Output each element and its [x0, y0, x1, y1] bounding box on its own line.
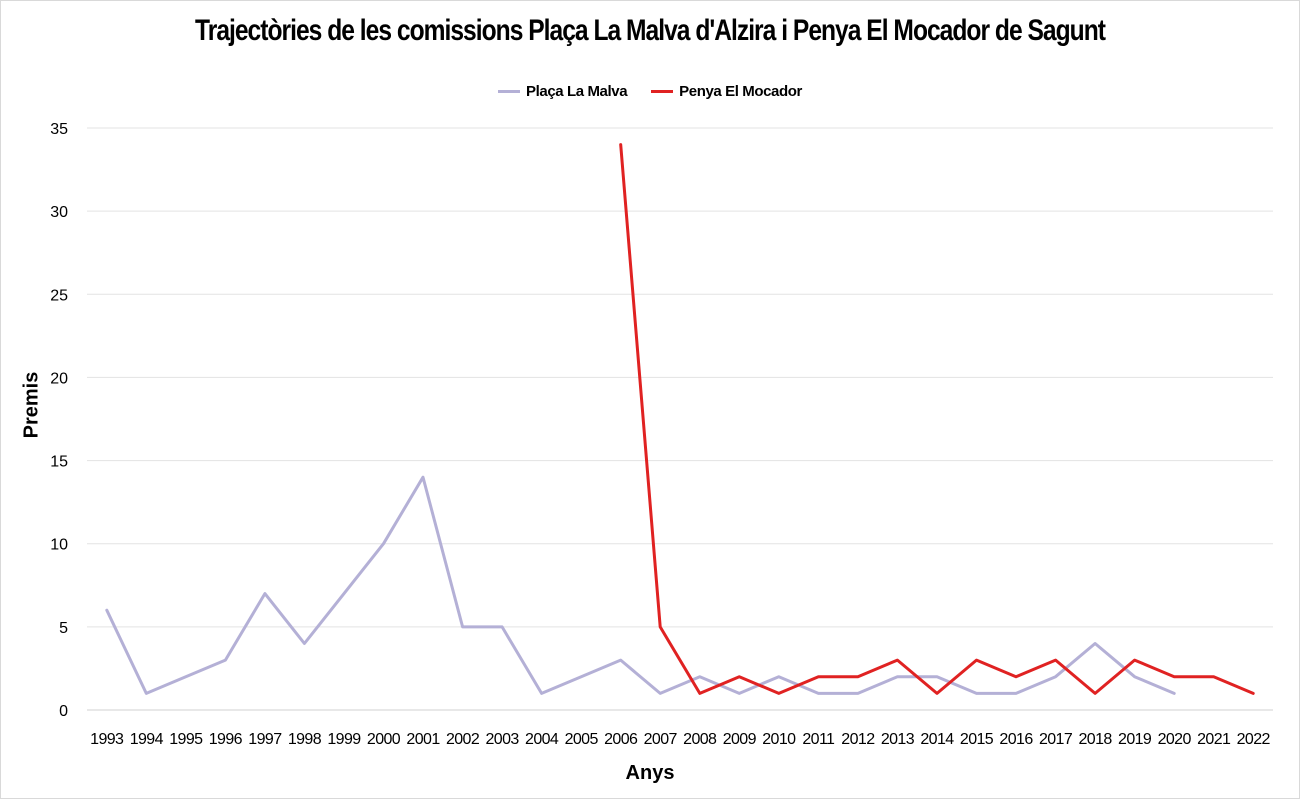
x-tick-label-1996: 1996: [209, 731, 243, 748]
y-tick-label-5: 5: [59, 620, 68, 637]
series-line-penya-el-mocador: [619, 143, 1255, 695]
data-point-penya-el-mocador-2006: [619, 143, 623, 147]
data-point-penya-el-mocador-2018: [1093, 691, 1097, 695]
data-point-pla-a-la-malva-2007: [658, 691, 662, 695]
data-point-pla-a-la-malva-1995: [184, 675, 188, 679]
x-tick-label-2011: 2011: [802, 731, 835, 748]
data-point-pla-a-la-malva-2000: [382, 542, 386, 546]
data-point-pla-a-la-malva-2003: [500, 625, 504, 629]
x-tick-label-2004: 2004: [525, 731, 559, 748]
x-axis-label: Anys: [625, 762, 675, 784]
x-tick-label-2000: 2000: [367, 731, 401, 748]
data-point-pla-a-la-malva-2008: [698, 675, 702, 679]
x-tick-label-1995: 1995: [169, 731, 203, 748]
data-point-pla-a-la-malva-2016: [1014, 691, 1018, 695]
data-point-penya-el-mocador-2008: [698, 691, 702, 695]
legend-label-placa-la-malva: Plaça La Malva: [526, 83, 628, 100]
data-point-penya-el-mocador-2012: [856, 675, 860, 679]
data-point-pla-a-la-malva-2017: [1054, 675, 1058, 679]
data-point-penya-el-mocador-2019: [1133, 658, 1137, 662]
y-tick-label-0: 0: [59, 703, 68, 720]
chart-title: Trajectòries de les comissions Plaça La …: [195, 14, 1106, 47]
data-point-penya-el-mocador-2022: [1251, 691, 1255, 695]
data-point-penya-el-mocador-2013: [895, 658, 899, 662]
x-tick-label-2015: 2015: [960, 731, 994, 748]
legend-label-penya-el-mocador: Penya El Mocador: [679, 83, 802, 100]
x-tick-label-2020: 2020: [1158, 731, 1192, 748]
x-tick-label-2016: 2016: [999, 731, 1033, 748]
data-point-pla-a-la-malva-2019: [1133, 675, 1137, 679]
data-point-pla-a-la-malva-2004: [540, 691, 544, 695]
data-point-pla-a-la-malva-2014: [935, 675, 939, 679]
x-tick-label-2007: 2007: [644, 731, 678, 748]
data-point-pla-a-la-malva-1999: [342, 592, 346, 596]
data-point-pla-a-la-malva-2018: [1093, 642, 1097, 646]
y-tick-label-10: 10: [50, 537, 68, 554]
x-tick-label-2002: 2002: [446, 731, 480, 748]
x-tick-label-1993: 1993: [90, 731, 124, 748]
x-tick-label-2006: 2006: [604, 731, 638, 748]
data-point-penya-el-mocador-2020: [1172, 675, 1176, 679]
x-tick-label-2003: 2003: [485, 731, 519, 748]
x-tick-label-2018: 2018: [1078, 731, 1112, 748]
data-point-penya-el-mocador-2010: [777, 691, 781, 695]
data-point-penya-el-mocador-2007: [658, 625, 662, 629]
data-point-penya-el-mocador-2014: [935, 691, 939, 695]
x-tick-label-2012: 2012: [841, 731, 875, 748]
legend-swatch-penya-el-mocador: [651, 90, 674, 93]
data-point-penya-el-mocador-2011: [816, 675, 820, 679]
data-point-pla-a-la-malva-2001: [421, 475, 425, 479]
data-point-penya-el-mocador-2017: [1054, 658, 1058, 662]
x-tick-label-1994: 1994: [130, 731, 164, 748]
x-tick-label-2019: 2019: [1118, 731, 1152, 748]
data-point-penya-el-mocador-2009: [737, 675, 741, 679]
data-point-pla-a-la-malva-2015: [975, 691, 979, 695]
x-tick-label-2017: 2017: [1039, 731, 1073, 748]
y-tick-label-30: 30: [50, 204, 68, 221]
x-tick-label-2013: 2013: [881, 731, 915, 748]
legend-swatch-placa-la-malva: [498, 90, 521, 93]
x-tick-label-2014: 2014: [920, 731, 954, 748]
y-tick-label-25: 25: [50, 287, 68, 304]
data-point-penya-el-mocador-2015: [975, 658, 979, 662]
data-point-pla-a-la-malva-1996: [223, 658, 227, 662]
x-tick-label-2010: 2010: [762, 731, 796, 748]
data-point-pla-a-la-malva-2012: [856, 691, 860, 695]
data-point-pla-a-la-malva-1997: [263, 592, 267, 596]
data-point-pla-a-la-malva-2011: [816, 691, 820, 695]
data-point-pla-a-la-malva-2013: [895, 675, 899, 679]
chart-legend: Plaça La Malva Penya El Mocador: [0, 83, 1300, 100]
data-point-pla-a-la-malva-2002: [461, 625, 465, 629]
x-tick-label-1998: 1998: [288, 731, 322, 748]
data-point-pla-a-la-malva-2020: [1172, 691, 1176, 695]
y-tick-label-20: 20: [50, 370, 68, 387]
data-point-penya-el-mocador-2021: [1212, 675, 1216, 679]
y-tick-label-35: 35: [50, 121, 68, 138]
data-point-pla-a-la-malva-1994: [144, 691, 148, 695]
data-point-pla-a-la-malva-1993: [105, 608, 109, 612]
x-tick-label-2022: 2022: [1237, 731, 1271, 748]
x-tick-label-2008: 2008: [683, 731, 717, 748]
data-point-pla-a-la-malva-2005: [579, 675, 583, 679]
x-tick-label-2005: 2005: [565, 731, 599, 748]
x-tick-label-2001: 2001: [406, 731, 440, 748]
y-tick-label-15: 15: [50, 454, 68, 471]
legend-item-placa-la-malva: Plaça La Malva: [498, 83, 628, 100]
x-tick-label-1997: 1997: [248, 731, 282, 748]
data-point-pla-a-la-malva-1998: [302, 642, 306, 646]
x-tick-label-2009: 2009: [723, 731, 757, 748]
data-point-pla-a-la-malva-2009: [737, 691, 741, 695]
series-line-pla-a-la-malva: [105, 475, 1176, 695]
data-point-pla-a-la-malva-2010: [777, 675, 781, 679]
x-tick-label-2021: 2021: [1197, 731, 1231, 748]
legend-item-penya-el-mocador: Penya El Mocador: [651, 83, 802, 100]
data-point-penya-el-mocador-2016: [1014, 675, 1018, 679]
x-tick-label-1999: 1999: [327, 731, 361, 748]
data-point-pla-a-la-malva-2006: [619, 658, 623, 662]
